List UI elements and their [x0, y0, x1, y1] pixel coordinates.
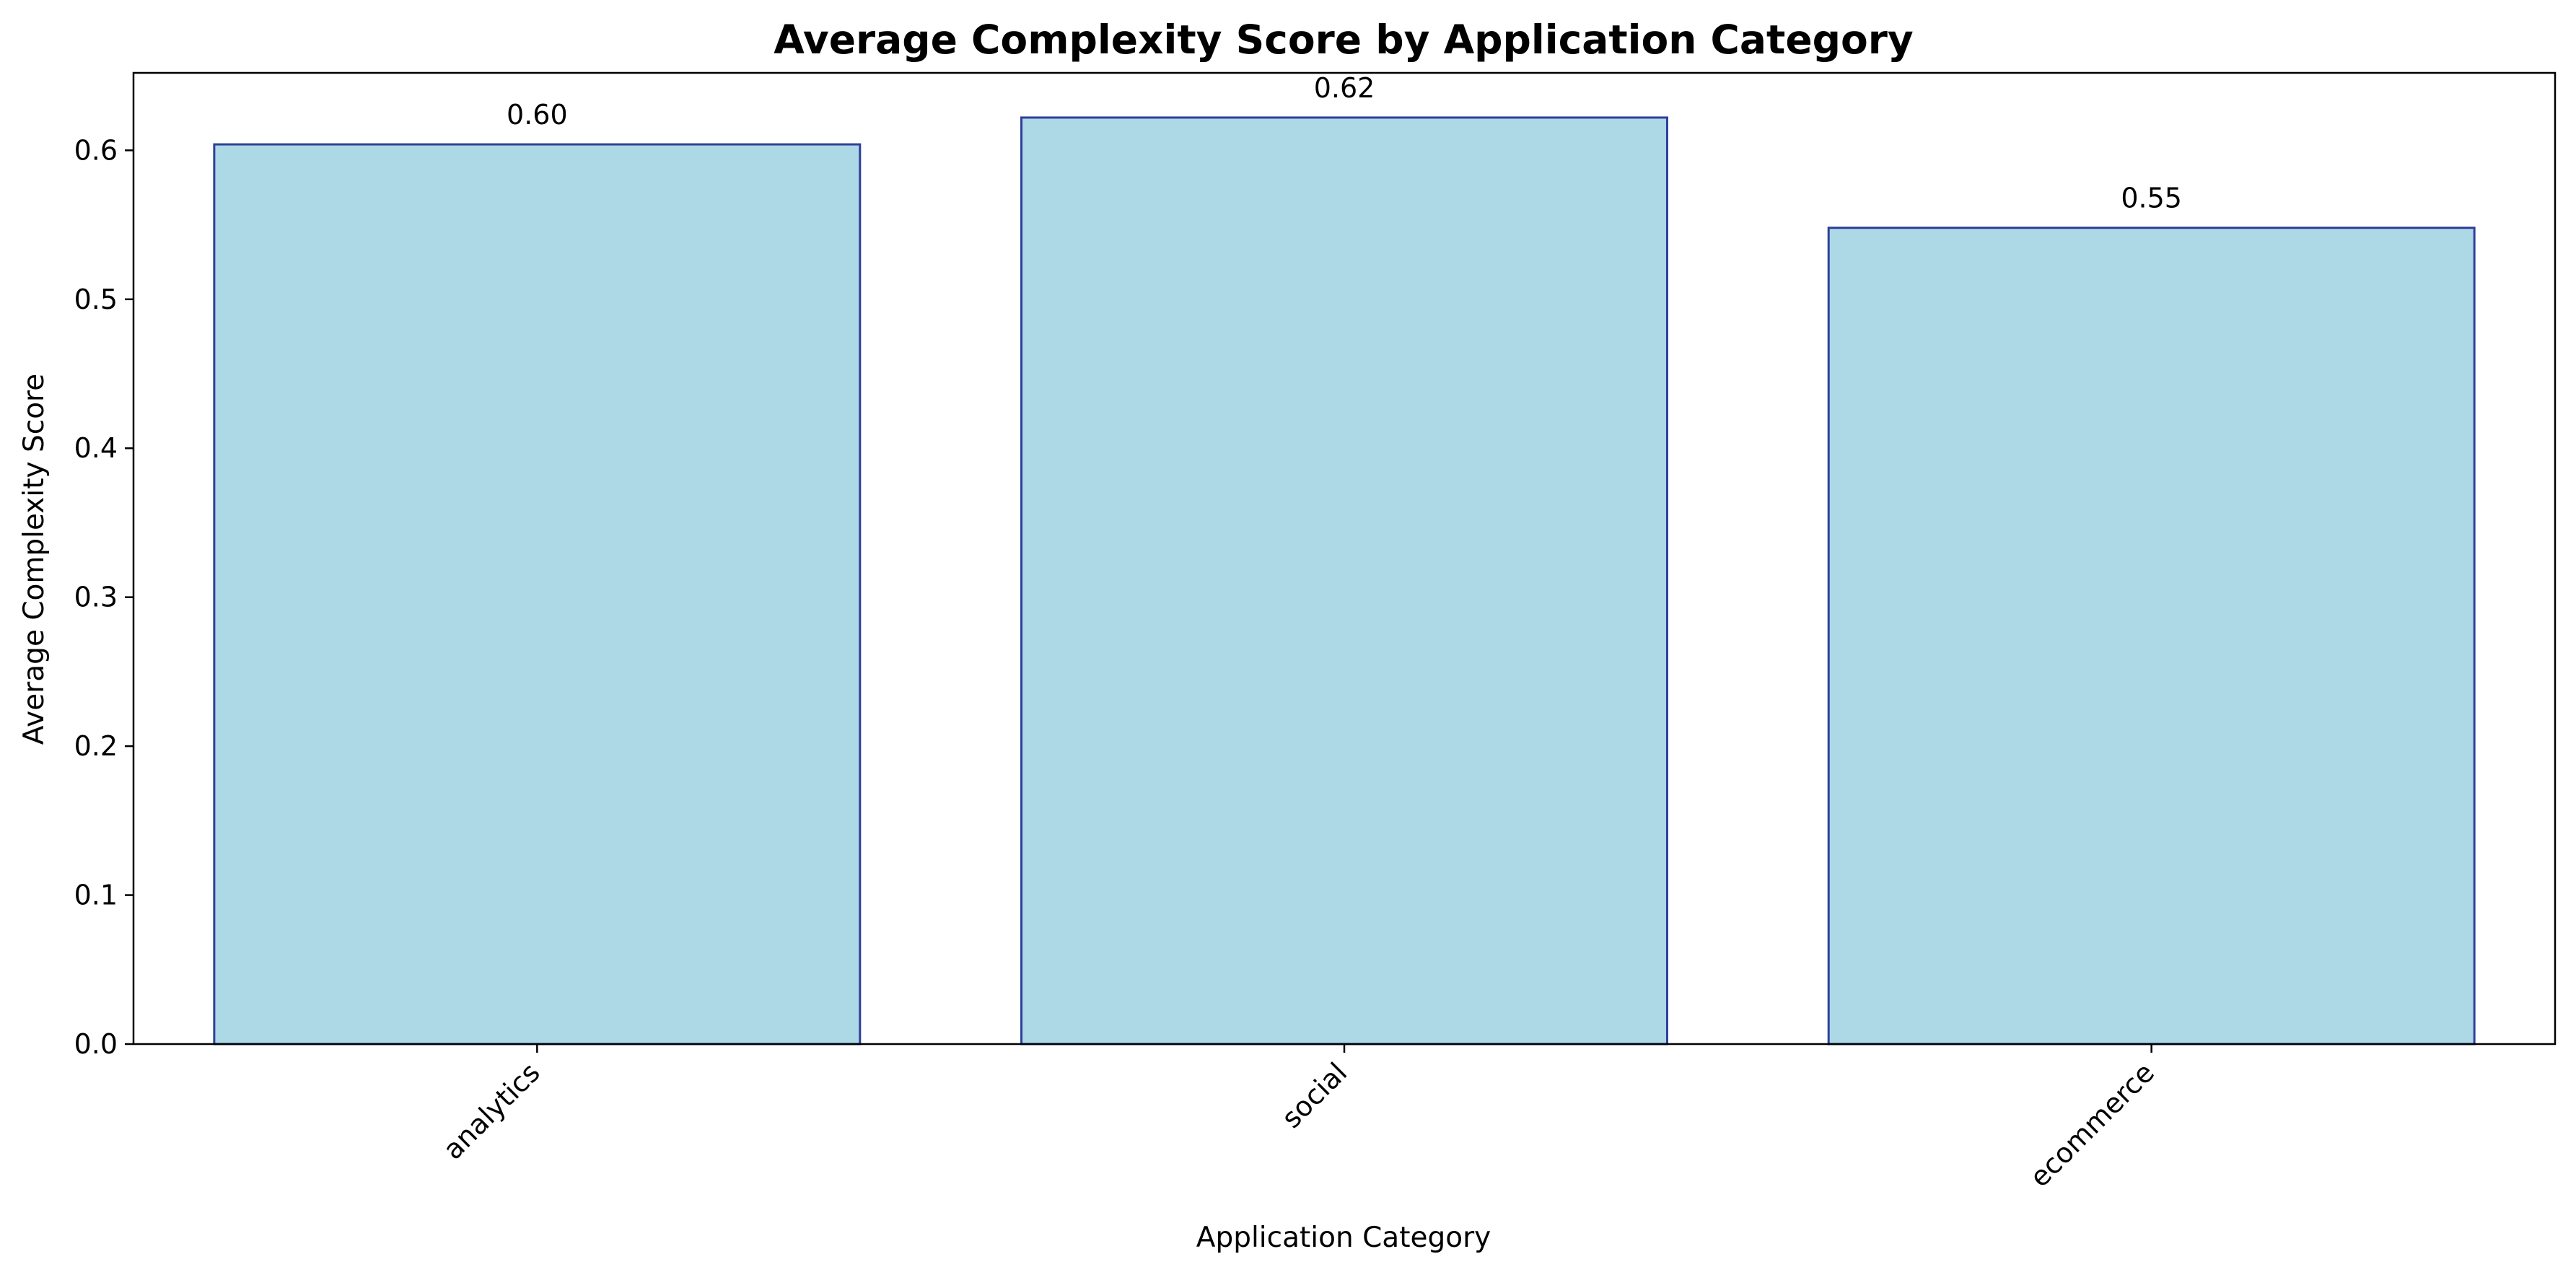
- bar-social: [1020, 116, 1668, 1046]
- y-tick-label-0.2: 0.2: [74, 730, 118, 762]
- y-tick-label-0.5: 0.5: [74, 284, 118, 315]
- bar-ecommerce: [1827, 227, 2476, 1046]
- data-label-analytics: 0.60: [507, 99, 568, 131]
- data-label-ecommerce: 0.55: [2121, 183, 2182, 214]
- chart-title: Average Complexity Score by Application …: [774, 17, 1914, 63]
- plot-area: 0.60analytics0.62social0.55ecommerce0.00…: [74, 71, 2557, 1193]
- axes-frame: [132, 71, 2557, 1046]
- y-tick-label-0.6: 0.6: [74, 134, 118, 166]
- x-axis-title: Application Category: [1196, 1222, 1491, 1254]
- y-tick-label-0.0: 0.0: [74, 1028, 118, 1060]
- y-tick-label-0.1: 0.1: [74, 880, 118, 911]
- bar-analytics: [213, 143, 862, 1046]
- data-label-social: 0.62: [1314, 72, 1375, 104]
- y-tick-label-0.4: 0.4: [74, 432, 118, 464]
- y-tick-label-0.3: 0.3: [74, 582, 118, 613]
- y-axis-title: Average Complexity Score: [18, 374, 51, 745]
